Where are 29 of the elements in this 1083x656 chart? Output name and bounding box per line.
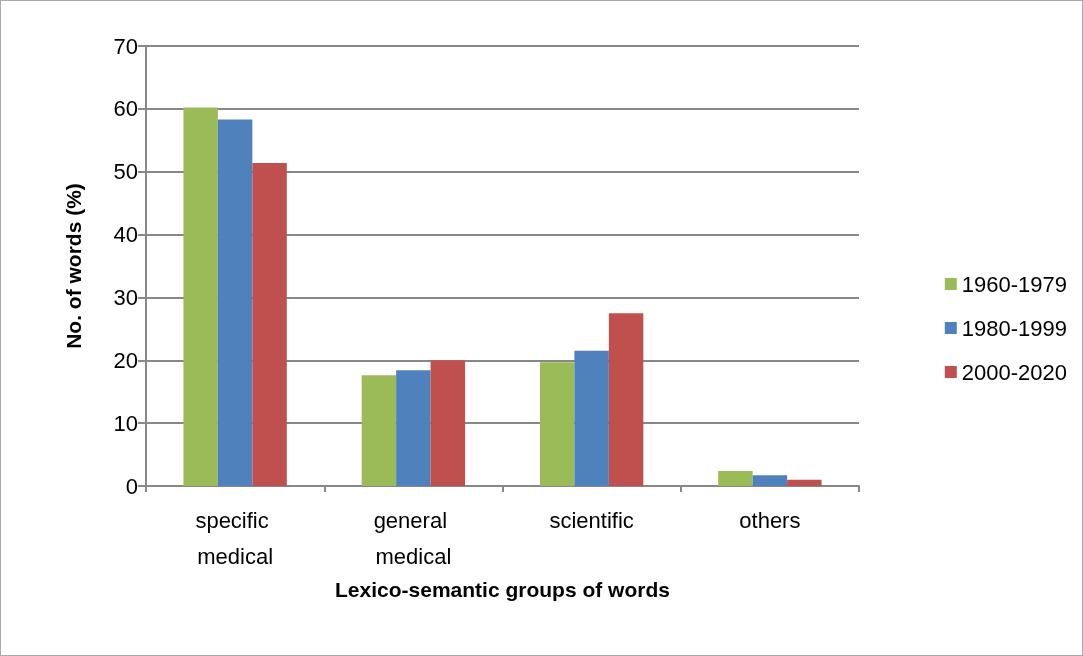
bar: [718, 470, 753, 486]
bar: [217, 119, 253, 486]
y-tick-label: 70: [113, 33, 138, 59]
y-tick-label: 40: [113, 222, 138, 248]
y-tick-label: 50: [113, 159, 138, 185]
y-tick-label: 10: [113, 410, 138, 436]
y-tick-label: 60: [113, 96, 138, 122]
bar: [430, 360, 466, 486]
bar: [252, 162, 287, 486]
bar: [183, 107, 218, 486]
x-tick-label: specific medical: [195, 507, 275, 569]
y-tick-label: 20: [113, 347, 138, 373]
x-tick-label: scientific: [549, 507, 634, 533]
bar: [361, 375, 397, 486]
y-tick-label: 0: [125, 473, 138, 499]
bar: [752, 475, 788, 486]
bar: [574, 350, 609, 486]
y-tick-label: 30: [113, 284, 138, 310]
legend-label: 1980-1999: [961, 315, 1068, 341]
bar: [608, 313, 644, 486]
x-tick-label: others: [739, 507, 801, 533]
bar: [396, 370, 431, 486]
x-tick-label: general medical: [373, 507, 454, 569]
y-axis-title: No. of words (%): [62, 183, 85, 349]
bar: [787, 479, 822, 486]
x-axis-title: Lexico-semantic groups of words: [335, 577, 670, 601]
legend-label: 2000-2020: [961, 359, 1068, 385]
legend-label: 1960-1979: [961, 271, 1068, 297]
bar: [539, 362, 575, 486]
